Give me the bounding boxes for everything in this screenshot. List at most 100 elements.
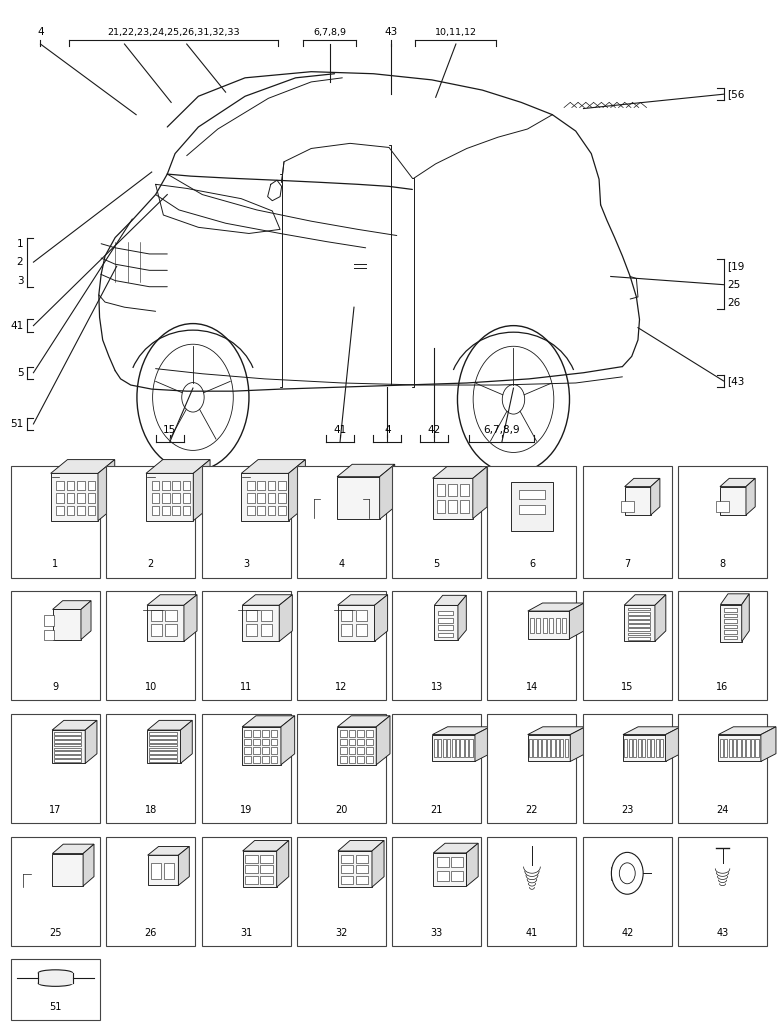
Polygon shape	[86, 720, 97, 764]
Bar	[67, 481, 75, 490]
Bar	[241, 473, 289, 521]
Bar	[624, 605, 655, 641]
Bar	[520, 490, 545, 499]
Text: [19: [19	[727, 261, 745, 271]
Text: 7: 7	[624, 559, 630, 569]
Bar	[147, 605, 184, 641]
Text: 42: 42	[621, 928, 633, 938]
Bar	[565, 739, 568, 758]
Bar	[152, 481, 159, 490]
Bar	[52, 854, 83, 886]
Bar	[244, 748, 251, 754]
Text: 11: 11	[240, 682, 252, 692]
Bar	[271, 730, 278, 737]
Polygon shape	[458, 595, 466, 640]
Text: 15: 15	[163, 425, 177, 435]
Bar	[733, 739, 736, 758]
Bar	[356, 865, 368, 873]
Text: 1: 1	[52, 559, 58, 569]
Bar	[56, 506, 64, 515]
Bar	[243, 605, 279, 641]
Text: 18: 18	[145, 805, 157, 815]
Bar	[451, 739, 454, 758]
Bar	[54, 732, 81, 735]
Bar	[262, 738, 268, 745]
Bar	[183, 481, 191, 490]
Bar	[724, 625, 738, 629]
Text: 10,11,12: 10,11,12	[435, 28, 477, 37]
Bar	[520, 505, 545, 514]
Polygon shape	[147, 595, 197, 605]
Text: 3: 3	[16, 275, 23, 286]
Bar	[54, 748, 81, 751]
Text: 51: 51	[49, 1001, 61, 1012]
Bar	[469, 739, 472, 758]
Text: 41: 41	[10, 321, 23, 331]
Text: [43: [43	[727, 376, 745, 386]
Text: 23: 23	[621, 805, 633, 815]
Bar	[628, 621, 650, 623]
Polygon shape	[623, 727, 681, 734]
Polygon shape	[281, 716, 295, 765]
Bar	[628, 607, 650, 610]
Text: 32: 32	[335, 928, 348, 938]
Text: 19: 19	[240, 805, 252, 815]
Bar	[51, 473, 98, 521]
Polygon shape	[148, 847, 189, 855]
Bar	[173, 494, 180, 503]
Polygon shape	[52, 844, 94, 854]
Bar	[268, 494, 275, 503]
Polygon shape	[338, 595, 387, 605]
Bar	[638, 739, 641, 758]
Text: 3: 3	[243, 559, 249, 569]
Bar	[716, 502, 729, 512]
Bar	[724, 613, 738, 617]
Bar	[647, 739, 650, 758]
Polygon shape	[277, 841, 289, 887]
Bar	[527, 734, 570, 762]
Bar	[624, 739, 628, 758]
Text: 43: 43	[384, 27, 398, 37]
Bar	[341, 855, 353, 862]
Polygon shape	[380, 464, 394, 519]
Bar	[460, 483, 469, 496]
Bar	[651, 739, 654, 758]
Bar	[628, 633, 650, 636]
Bar	[456, 739, 459, 758]
Bar	[555, 739, 559, 758]
Bar	[342, 610, 352, 622]
Bar	[543, 618, 547, 633]
Bar	[356, 855, 368, 862]
Bar	[147, 730, 180, 764]
Bar	[438, 617, 454, 623]
Bar	[149, 759, 177, 762]
Bar	[52, 730, 86, 764]
Bar	[433, 478, 473, 518]
Bar	[261, 610, 272, 622]
Bar	[623, 734, 665, 762]
Bar	[245, 877, 258, 885]
Text: 41: 41	[526, 928, 538, 938]
Bar	[279, 506, 286, 515]
Text: 21,22,23,24,25,26,31,32,33: 21,22,23,24,25,26,31,32,33	[107, 28, 240, 37]
Bar	[487, 591, 576, 700]
Bar	[149, 752, 177, 754]
Bar	[536, 618, 541, 633]
Polygon shape	[467, 843, 478, 887]
Bar	[268, 481, 275, 490]
Bar	[340, 730, 346, 737]
Polygon shape	[52, 720, 97, 730]
Text: 33: 33	[430, 928, 443, 938]
Text: 25: 25	[727, 280, 741, 290]
Bar	[656, 739, 659, 758]
Bar	[152, 506, 159, 515]
Bar	[547, 739, 550, 758]
Bar	[341, 865, 353, 873]
Bar	[245, 865, 258, 873]
Bar	[460, 501, 469, 513]
Bar	[77, 506, 85, 515]
Bar	[724, 636, 738, 639]
Bar	[436, 871, 449, 882]
Text: 6: 6	[529, 559, 535, 569]
Text: 26: 26	[145, 928, 157, 938]
